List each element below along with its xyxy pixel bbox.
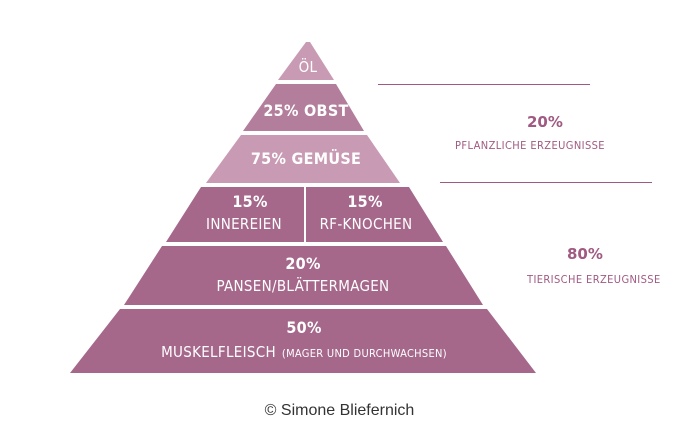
level-gemuese bbox=[206, 135, 400, 183]
level-obst bbox=[243, 84, 364, 131]
level-muskelfleisch-pct: 50% bbox=[286, 318, 321, 337]
level-oel-label: ÖL bbox=[299, 57, 318, 76]
group-animal-pct: 80% bbox=[567, 245, 603, 263]
level-muskelfleisch-label: MUSKELFLEISCH (MAGER UND DURCHWACHSEN) bbox=[161, 343, 447, 361]
food-pyramid: ÖL 25% OBST 75% GEMÜSE 15% INNEREIEN 15%… bbox=[70, 42, 536, 373]
divider-middle bbox=[440, 182, 652, 183]
level-rf-knochen-label: RF-KNOCHEN bbox=[320, 215, 413, 233]
group-plant-pct: 20% bbox=[527, 113, 563, 131]
level-gemuese-label: 75% GEMÜSE bbox=[251, 149, 361, 168]
level-innereien-label: INNEREIEN bbox=[206, 215, 282, 233]
group-animal-label: TIERISCHE ERZEUGNISSE bbox=[527, 273, 661, 286]
level-muskelfleisch bbox=[70, 309, 536, 373]
level-innereien-pct: 15% bbox=[232, 192, 267, 211]
copyright-notice: © Simone Bliefernich bbox=[264, 402, 415, 419]
level-pansen-label: PANSEN/BLÄTTERMAGEN bbox=[217, 276, 390, 295]
level-oel bbox=[278, 42, 334, 80]
divider-top bbox=[378, 84, 590, 85]
group-plant-label: PFLANZLICHE ERZEUGNISSE bbox=[455, 139, 605, 152]
level-obst-label: 25% OBST bbox=[263, 101, 348, 120]
level-rf-knochen-pct: 15% bbox=[347, 192, 382, 211]
level-pansen bbox=[124, 246, 483, 305]
level-pansen-pct: 20% bbox=[285, 254, 320, 273]
